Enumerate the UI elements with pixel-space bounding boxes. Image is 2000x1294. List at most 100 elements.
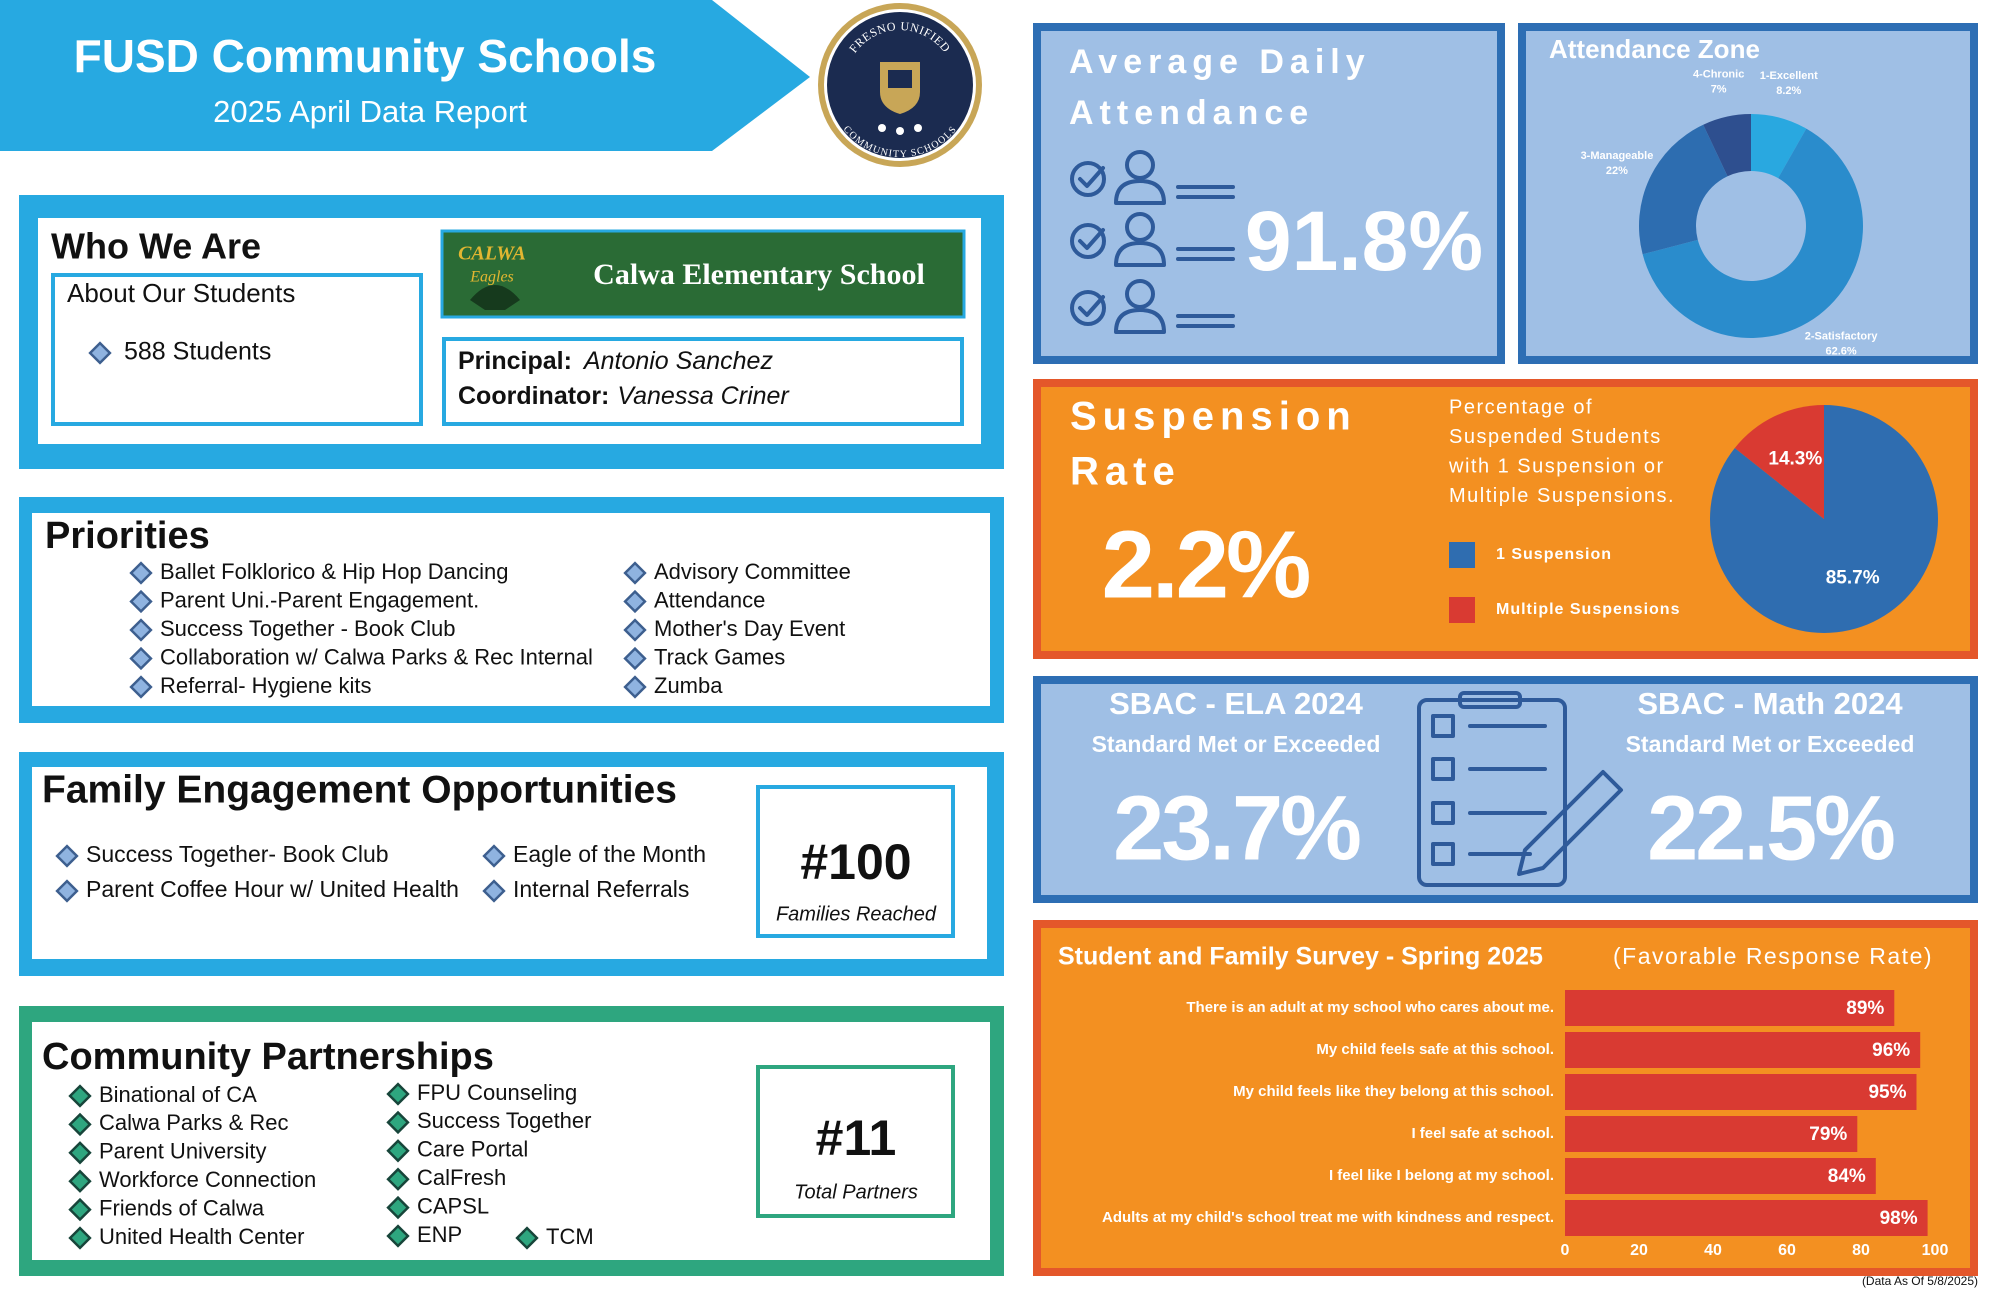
legend-label: Multiple Suspensions — [1496, 601, 1680, 618]
bullet-icon — [386, 1110, 410, 1135]
value-label: 98% — [1880, 1208, 1918, 1229]
list-item: Zumba — [654, 673, 723, 698]
attendance-icons — [1070, 150, 1235, 334]
list-item: Calwa Parks & Rec — [99, 1110, 289, 1135]
bar — [1565, 1200, 1928, 1236]
bullet-icon — [482, 879, 506, 903]
slice — [1703, 114, 1751, 177]
count-label: Total Partners — [794, 1181, 918, 1203]
list-item: Mother's Day Event — [654, 616, 845, 641]
bullet-icon — [55, 879, 79, 903]
bullet-icon — [386, 1082, 410, 1106]
count: #11 — [816, 1110, 897, 1166]
bullet-icon — [623, 675, 647, 699]
list-item: Parent Coffee Hour w/ United Health — [86, 876, 459, 902]
value-label: 96% — [1872, 1040, 1910, 1061]
bullet-icon — [68, 1197, 92, 1222]
value-label: 79% — [1809, 1124, 1847, 1145]
big-value: 23.7% — [1113, 777, 1360, 879]
bullet-icon — [68, 1112, 92, 1137]
bullet-icon — [129, 589, 153, 614]
category-label: There is an adult at my school who cares… — [1186, 999, 1554, 1016]
footnote: (Data As Of 5/8/2025) — [1862, 1274, 1978, 1288]
sbac-subtitle: Standard Met or Exceeded — [1626, 731, 1915, 757]
slice — [1642, 128, 1864, 339]
sbac-panel — [1033, 676, 1978, 903]
panel-title: Rate — [1070, 450, 1181, 494]
attendance-panel — [1033, 23, 1505, 364]
bullet-icon — [68, 1169, 92, 1193]
count-box — [756, 785, 955, 938]
count-label: Families Reached — [776, 903, 937, 925]
legend-label: 1 Suspension — [1496, 546, 1612, 563]
x-tick-label: 0 — [1561, 1242, 1570, 1259]
list-item: United Health Center — [99, 1224, 304, 1249]
list-item: TCM — [546, 1224, 594, 1249]
category-label: My child feels like they belong at this … — [1233, 1083, 1554, 1100]
bullet-icon — [623, 589, 647, 614]
school-name: Calwa Elementary School — [593, 258, 925, 291]
count-box — [756, 1065, 955, 1218]
about-box — [51, 273, 423, 426]
bullet-icon — [623, 618, 647, 642]
section-title: Priorities — [45, 515, 210, 557]
sbac-subtitle: Standard Met or Exceeded — [1092, 731, 1381, 757]
count: #100 — [800, 834, 911, 890]
list-item: Eagle of the Month — [513, 841, 706, 867]
list-item: Friends of Calwa — [99, 1195, 265, 1220]
bar — [1565, 1158, 1876, 1194]
slice-value: 7% — [1711, 83, 1727, 95]
bullet-icon — [386, 1224, 410, 1248]
x-tick-label: 80 — [1852, 1242, 1870, 1259]
panel-title: Attendance — [1069, 94, 1314, 132]
list-item: Parent Uni.-Parent Engagement. — [160, 587, 479, 612]
slice — [1734, 405, 1824, 519]
list-item: ENP — [417, 1222, 462, 1247]
big-value: 2.2% — [1102, 511, 1309, 618]
bullet-icon — [55, 844, 79, 868]
seal-stars — [878, 124, 922, 135]
bullet-icon — [386, 1195, 410, 1220]
value: Vanessa Criner — [617, 382, 790, 410]
chart-subtitle: Multiple Suspensions. — [1449, 485, 1675, 507]
slice-value: 14.3% — [1768, 449, 1822, 470]
bullet-icon — [623, 561, 647, 585]
seal-emblem — [888, 70, 912, 88]
title: FUSD Community Schools — [74, 30, 657, 82]
slice-value: 22% — [1606, 165, 1628, 177]
category-label: My child feels safe at this school. — [1316, 1041, 1554, 1058]
panel-title: Suspension — [1070, 395, 1357, 439]
bullet-icon — [88, 341, 112, 365]
list-item: CAPSL — [417, 1193, 489, 1218]
chart-title: Attendance Zone — [1549, 34, 1760, 64]
value-label: 89% — [1846, 998, 1884, 1019]
slice-label: 1-Excellent — [1760, 70, 1818, 82]
list-item: Success Together — [417, 1108, 591, 1133]
chart-subtitle: (Favorable Response Rate) — [1613, 943, 1933, 969]
bullet-icon — [68, 1226, 92, 1250]
big-value: 22.5% — [1647, 777, 1894, 879]
slice-label: 4-Chronic — [1693, 68, 1744, 80]
bullet-icon — [386, 1167, 410, 1191]
category-label: I feel like I belong at my school. — [1329, 1167, 1554, 1184]
list-item: Binational of CA — [99, 1082, 257, 1107]
sbac-title: SBAC - ELA 2024 — [1109, 686, 1364, 721]
subtitle: 2025 April Data Report — [213, 94, 527, 129]
bar — [1565, 1116, 1858, 1152]
list-item: Attendance — [654, 587, 765, 612]
bullet-icon — [482, 844, 506, 868]
bullet-icon — [623, 646, 647, 671]
header-banner — [0, 0, 810, 151]
x-tick-label: 100 — [1922, 1242, 1949, 1259]
list-item: Internal Referrals — [513, 876, 689, 902]
bullet-icon — [129, 646, 153, 671]
list-item: CalFresh — [417, 1165, 506, 1190]
value-label: 95% — [1868, 1082, 1906, 1103]
student-count: 588 Students — [124, 338, 271, 366]
school-logo: CALWA — [458, 243, 526, 265]
box-title: About Our Students — [67, 278, 295, 308]
list-item: Collaboration w/ Calwa Parks & Rec Inter… — [160, 644, 593, 669]
label: Principal: — [458, 347, 572, 375]
